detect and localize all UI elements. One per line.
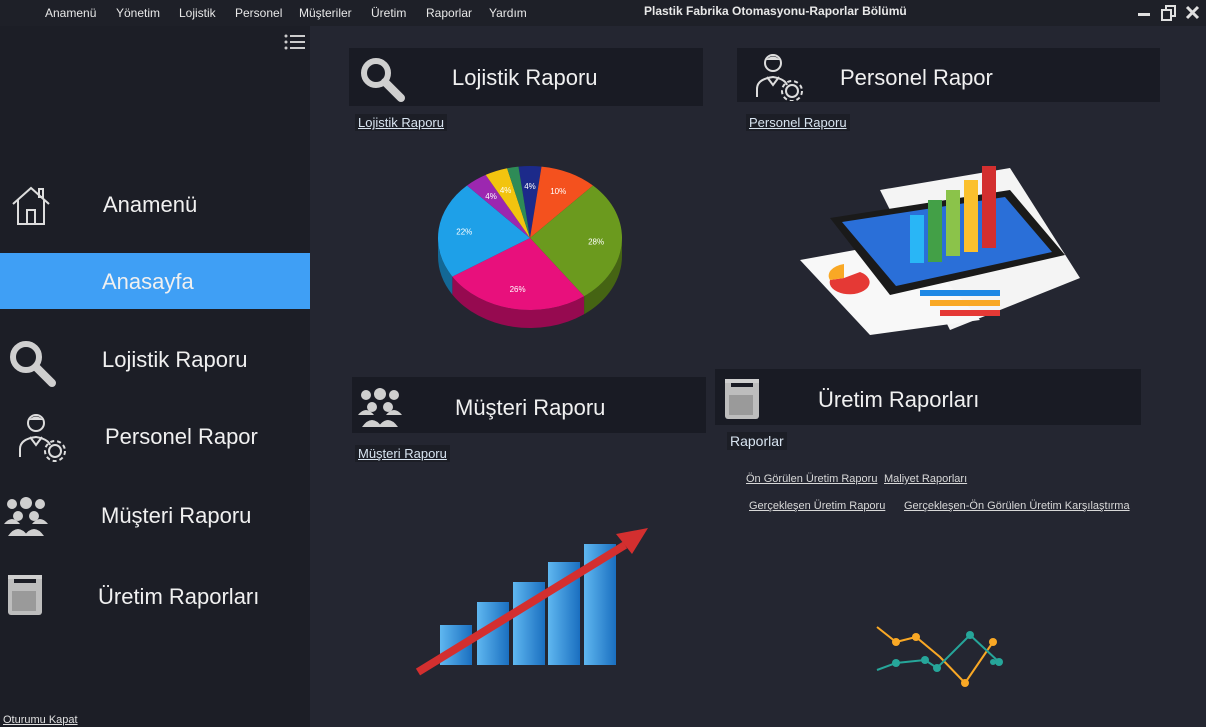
pie-slice <box>467 174 530 238</box>
pie-slice-label: 4% <box>524 182 536 191</box>
personel-card-header[interactable]: Personel Rapor <box>737 48 1160 102</box>
machine-icon <box>725 379 759 419</box>
home-icon <box>12 186 50 225</box>
sidebar-item-label: Personel Rapor <box>105 424 258 449</box>
menu-personel[interactable]: Personel <box>235 6 283 20</box>
hamburger-menu-button[interactable] <box>284 33 306 51</box>
lojistik-raporu-link[interactable]: Lojistik Raporu <box>355 114 447 131</box>
pie-slice-label: 22% <box>456 228 472 237</box>
tablet-charts-image <box>800 166 1080 335</box>
restore-button[interactable] <box>1160 4 1178 22</box>
menu-yardim[interactable]: Yardım <box>489 6 527 20</box>
sidebar-item-label: Üretim Raporları <box>98 584 260 609</box>
pie-slice <box>452 238 585 310</box>
sidebar-item-label: Anamenü <box>103 192 198 217</box>
menu-yonetim[interactable]: Yönetim <box>116 6 161 20</box>
sidebar-item-personel-rapor[interactable]: Personel Rapor <box>0 409 310 465</box>
sidebar-item-anasayfa[interactable]: Anasayfa <box>0 253 310 309</box>
window-title: Plastik Fabrika Otomasyonu-Raporlar Bölü… <box>644 4 907 18</box>
sidebar-item-label: Lojistik Raporu <box>102 347 248 372</box>
uretim-card-title: Üretim Raporları <box>818 387 980 412</box>
personel-card-title: Personel Rapor <box>840 65 993 90</box>
menu-anamenu[interactable]: Anamenü <box>45 6 97 20</box>
pie-chart-image: 4%10%28%26%22%4%4% <box>438 166 622 328</box>
menu-uretim[interactable]: Üretim <box>371 6 407 20</box>
pie-slice <box>530 185 622 297</box>
pie-slice-side <box>452 276 585 328</box>
person-gear-icon <box>19 414 66 462</box>
pie-slice-label: 4% <box>485 192 497 201</box>
uretim-card-header[interactable]: Üretim Raporları <box>715 369 1141 425</box>
raporlar-label: Raporlar <box>727 432 787 450</box>
menu-bar: Anamenü Yönetim Lojistik Personel Müşter… <box>0 0 1206 26</box>
musteri-card-header[interactable]: Müşteri Raporu <box>352 377 706 433</box>
machine-icon <box>8 575 42 615</box>
pie-slice-label: 4% <box>500 186 512 195</box>
sidebar-item-musteri-raporu[interactable]: Müşteri Raporu <box>0 488 310 544</box>
line-chart-image <box>876 626 1003 687</box>
pie-slice-label: 10% <box>550 187 566 196</box>
menu-musteriler[interactable]: Müşteriler <box>299 6 352 20</box>
pie-slice <box>438 185 530 277</box>
lojistik-card-title: Lojistik Raporu <box>452 65 598 90</box>
on-gorulen-uretim-raporu-link[interactable]: Ön Görülen Üretim Raporu <box>746 473 878 485</box>
logout-link[interactable]: Oturumu Kapat <box>3 714 78 726</box>
list-icon <box>284 34 305 50</box>
person-gear-icon <box>756 54 803 101</box>
pie-slice-label: 28% <box>588 237 604 246</box>
minimize-button[interactable] <box>1136 4 1154 22</box>
growth-chart-image <box>415 528 648 676</box>
sidebar-item-lojistik-raporu[interactable]: Lojistik Raporu <box>0 333 310 389</box>
pie-slice-side <box>438 238 453 295</box>
karsilastirma-link[interactable]: Gerçekleşen-Ön Görülen Üretim Karşılaştı… <box>904 500 1130 512</box>
pie-slice-side <box>584 238 622 315</box>
sidebar-item-label: Müşteri Raporu <box>101 503 252 528</box>
search-icon <box>361 58 405 102</box>
gerceklesen-uretim-raporu-link[interactable]: Gerçekleşen Üretim Raporu <box>749 500 886 512</box>
pie-slice <box>507 166 530 238</box>
maliyet-raporlari-link[interactable]: Maliyet Raporları <box>884 473 968 485</box>
pie-slice <box>485 168 530 238</box>
group-icon <box>4 497 48 536</box>
group-icon <box>358 388 402 427</box>
search-icon <box>10 341 56 387</box>
close-button[interactable] <box>1184 4 1202 22</box>
pie-slice <box>518 166 542 238</box>
minimize-icon <box>1138 13 1150 16</box>
sidebar-item-anamenu[interactable]: Anamenü <box>0 178 310 234</box>
sidebar: Anamenü Anasayfa Lojistik Raporu Persone… <box>0 26 310 727</box>
personel-raporu-link[interactable]: Personel Raporu <box>746 114 850 131</box>
close-icon <box>1185 5 1200 20</box>
pie-slice <box>530 166 593 238</box>
sidebar-item-uretim-raporlari[interactable]: Üretim Raporları <box>0 569 310 625</box>
sidebar-item-label: Anasayfa <box>102 269 194 294</box>
restore-icon <box>1161 5 1176 21</box>
musteri-card-title: Müşteri Raporu <box>455 395 606 420</box>
menu-raporlar[interactable]: Raporlar <box>426 6 473 20</box>
musteri-raporu-link[interactable]: Müşteri Raporu <box>355 445 450 462</box>
pie-slice-label: 26% <box>510 285 526 294</box>
menu-lojistik[interactable]: Lojistik <box>179 6 216 20</box>
lojistik-card-header[interactable]: Lojistik Raporu <box>349 48 703 106</box>
